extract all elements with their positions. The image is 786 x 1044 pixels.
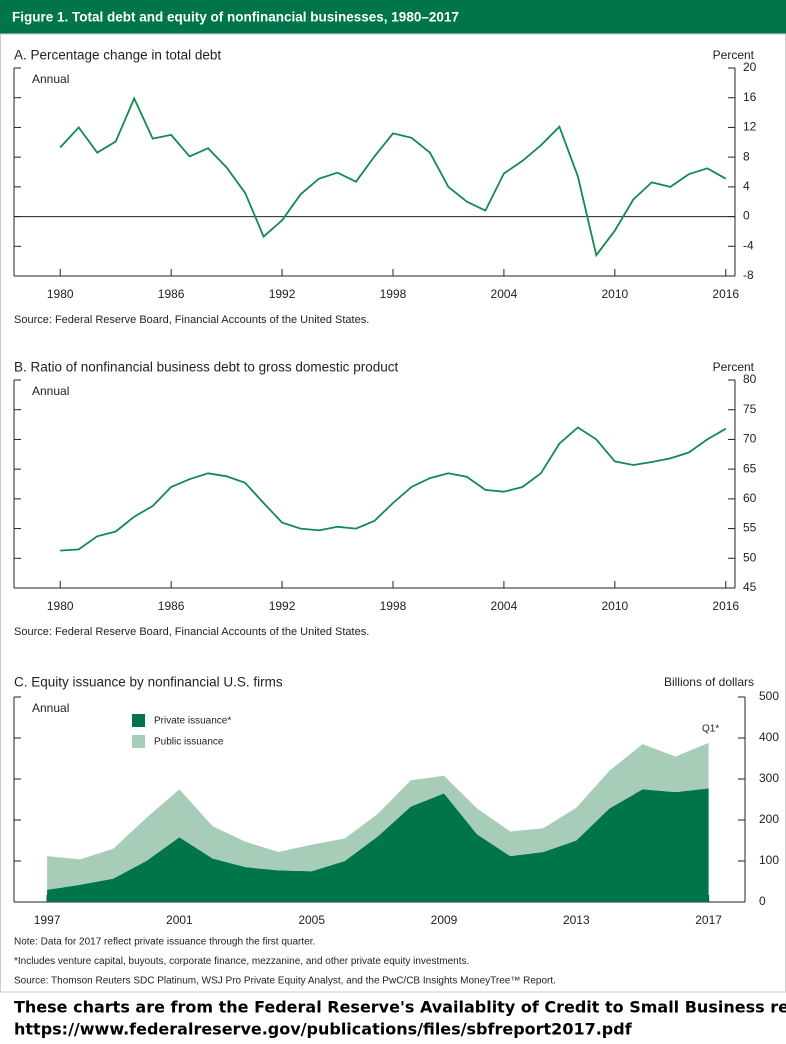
area	[47, 742, 709, 890]
y-tick-label: 50	[743, 550, 757, 564]
x-tick-label: 2004	[491, 287, 518, 301]
source: Source: Federal Reserve Board, Financial…	[14, 314, 369, 326]
y-tick-label: 400	[759, 730, 779, 744]
chart-title: A. Percentage change in total debt	[14, 48, 221, 63]
x-tick-label: 1998	[380, 599, 407, 613]
y-axis-label: Billions of dollars	[664, 675, 754, 689]
y-tick-label: 4	[743, 179, 750, 193]
subtitle: Annual	[32, 72, 69, 86]
y-tick-label: 16	[743, 90, 757, 104]
y-tick-label: 0	[759, 894, 766, 908]
y-tick-label: 12	[743, 120, 757, 134]
subtitle: Annual	[32, 384, 69, 398]
header-bar	[0, 0, 786, 34]
x-tick-label: 1980	[47, 287, 74, 301]
x-tick-label: 1992	[269, 599, 296, 613]
y-tick-label: 70	[743, 432, 757, 446]
x-tick-label: 2009	[431, 913, 458, 927]
x-tick-label: 2005	[298, 913, 325, 927]
note: *Includes venture capital, buyouts, corp…	[14, 956, 469, 967]
x-tick-label: 2017	[695, 913, 722, 927]
x-tick-label: 1986	[158, 599, 185, 613]
x-tick-label: 2016	[712, 287, 739, 301]
note: Source: Thomson Reuters SDC Platinum, WS…	[14, 976, 556, 987]
y-tick-label: 75	[743, 402, 757, 416]
caption: These charts are from the Federal Reserv…	[14, 998, 786, 1017]
source: Source: Federal Reserve Board, Financial…	[14, 626, 369, 638]
x-tick-label: 1992	[269, 287, 296, 301]
x-tick-label: 1998	[380, 287, 407, 301]
x-tick-label: 1980	[47, 599, 74, 613]
x-tick-label: 2013	[563, 913, 590, 927]
annotation: Q1*	[702, 724, 719, 735]
y-axis-label: Percent	[713, 360, 755, 374]
y-tick-label: 0	[743, 209, 750, 223]
subtitle: Annual	[32, 701, 69, 715]
x-tick-label: 2010	[601, 287, 628, 301]
x-tick-label: 2001	[166, 913, 193, 927]
line	[59, 96, 727, 258]
y-tick-label: 300	[759, 771, 779, 785]
area	[47, 788, 709, 902]
y-tick-label: 80	[743, 372, 757, 386]
chart-title: B. Ratio of nonfinancial business debt t…	[14, 360, 398, 375]
y-tick-label: 500	[759, 689, 779, 703]
x-tick-label: 2010	[601, 599, 628, 613]
legend-label: Public issuance	[154, 737, 224, 748]
x-tick-label: 2004	[491, 599, 518, 613]
legend-label: Private issuance*	[154, 716, 231, 727]
y-tick-label: 100	[759, 853, 779, 867]
x-tick-label: 1997	[34, 913, 61, 927]
y-tick-label: -4	[743, 238, 754, 252]
y-tick-label: 45	[743, 580, 757, 594]
y-tick-label: 200	[759, 812, 779, 826]
caption: https://www.federalreserve.gov/publicati…	[14, 1020, 633, 1039]
y-tick-label: 60	[743, 491, 757, 505]
legend-swatch	[132, 714, 145, 727]
chart-title: C. Equity issuance by nonfinancial U.S. …	[14, 675, 283, 690]
y-tick-label: 55	[743, 521, 757, 535]
figure-title: Figure 1. Total debt and equity of nonfi…	[12, 10, 459, 25]
y-tick-label: 65	[743, 461, 757, 475]
y-tick-label: -8	[743, 268, 754, 282]
x-tick-label: 1986	[158, 287, 185, 301]
y-tick-label: 20	[743, 60, 757, 74]
legend-swatch	[132, 735, 145, 748]
line	[60, 426, 727, 552]
y-axis-label: Percent	[713, 48, 755, 62]
y-tick-label: 8	[743, 149, 750, 163]
note: Note: Data for 2017 reflect private issu…	[14, 937, 315, 948]
x-tick-label: 2016	[712, 599, 739, 613]
